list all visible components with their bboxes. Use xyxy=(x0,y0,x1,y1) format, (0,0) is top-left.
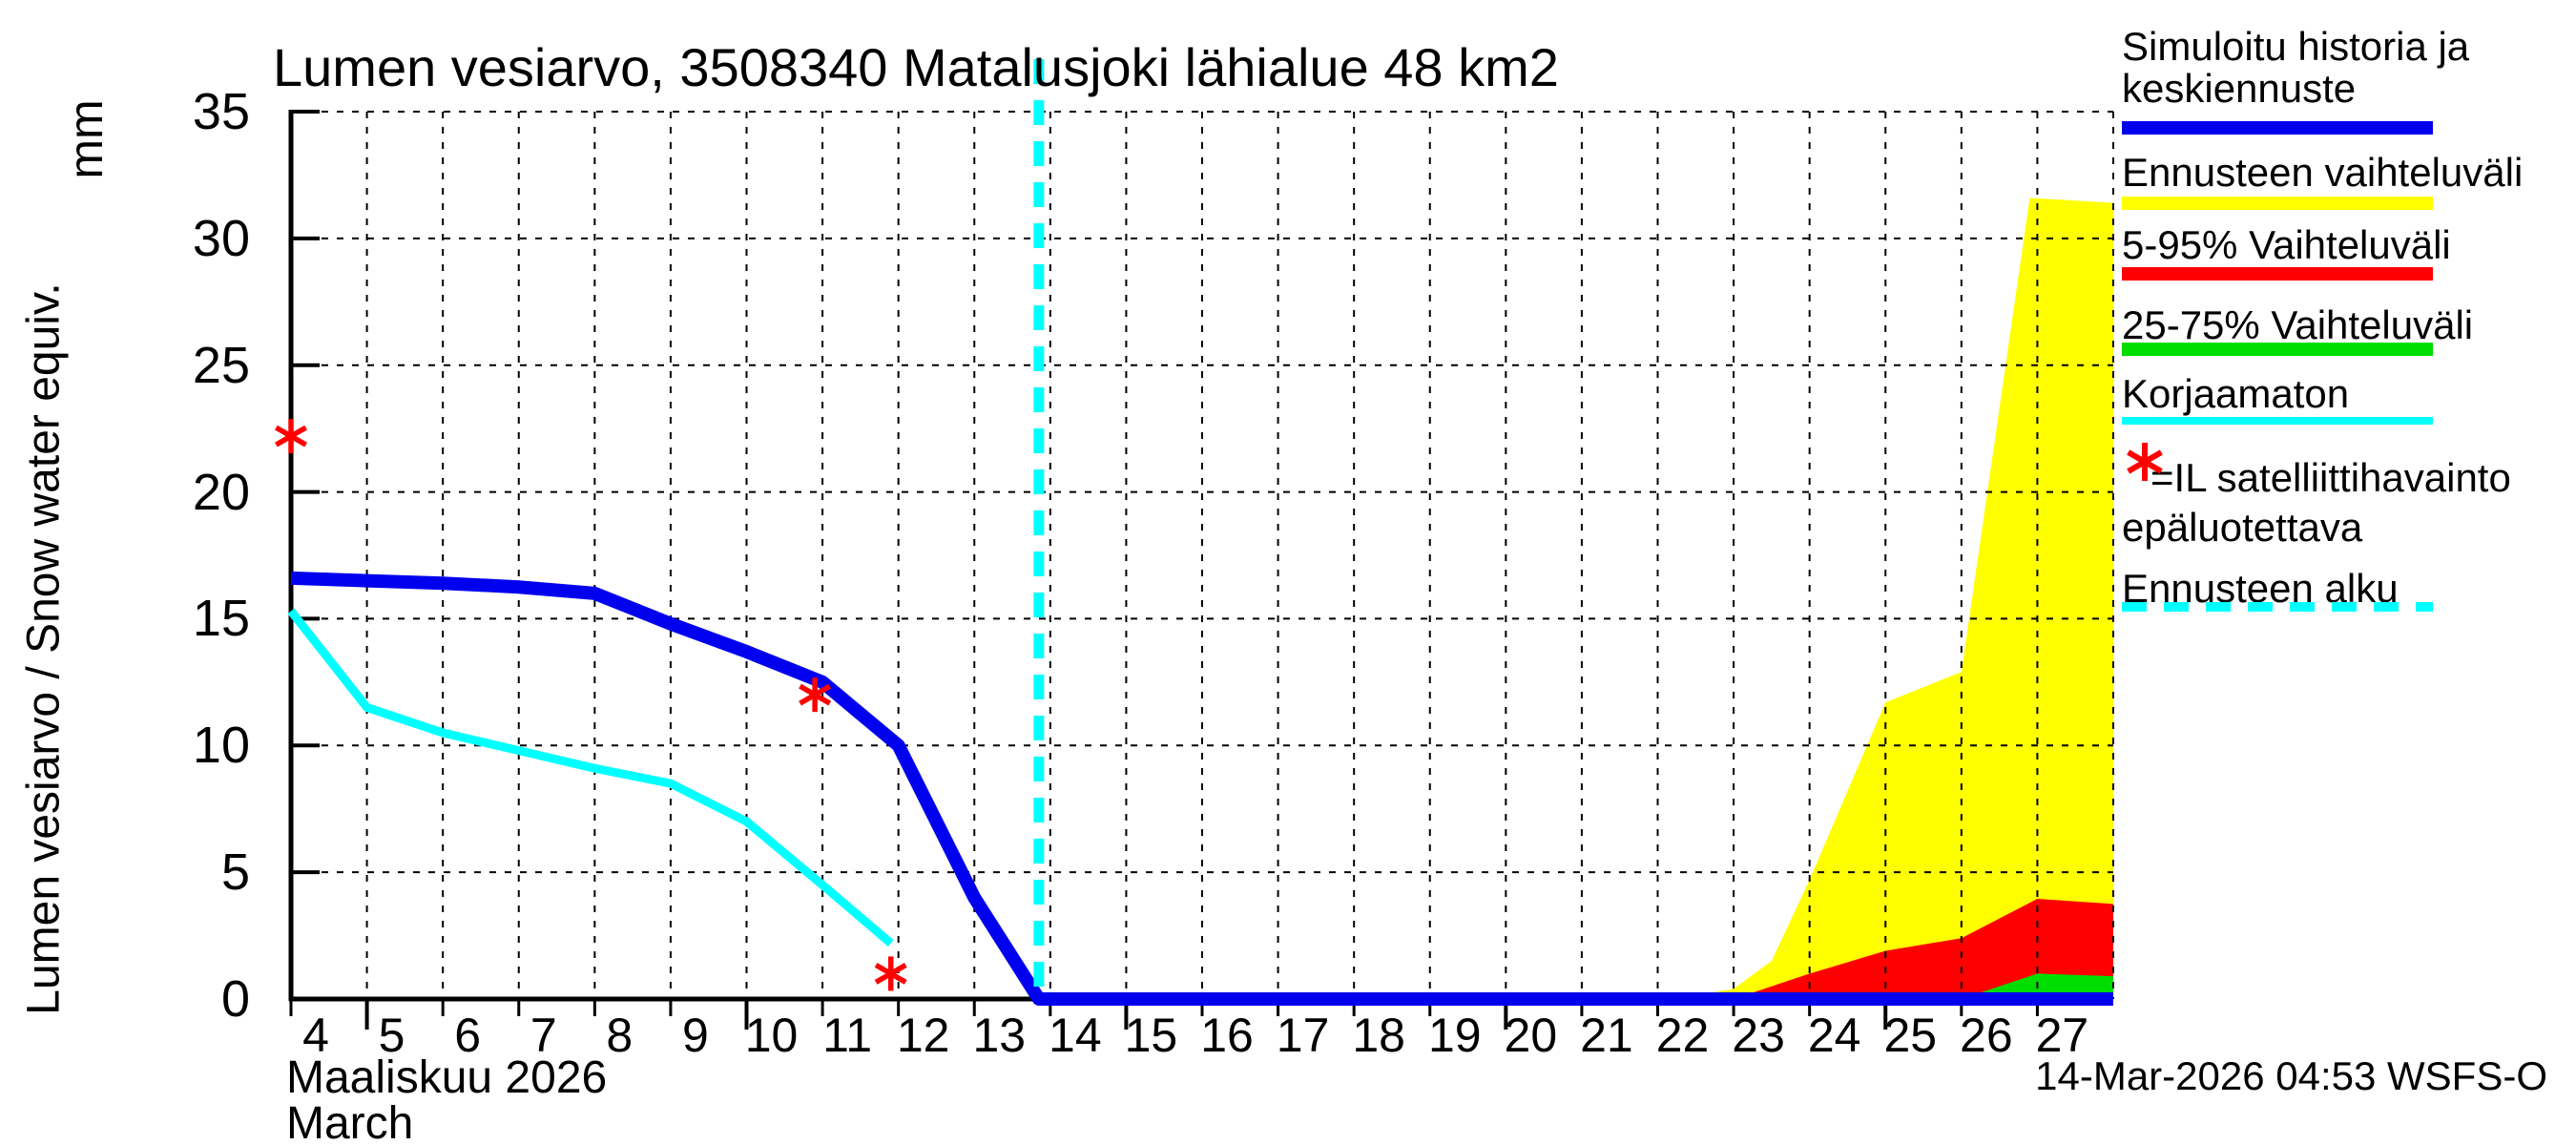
legend-label-simuloitu-historia-ja: Simuloitu historia ja xyxy=(2122,24,2470,69)
x-tick-label: 17 xyxy=(1276,1009,1330,1062)
legend-label-il-satelliittihavainto: epäluotettava xyxy=(2122,505,2363,550)
legend-sample-5-95-vaihteluv-li xyxy=(2122,267,2433,281)
band-5-95-vaihteluv-li xyxy=(1734,899,2113,999)
satellite-observation-asterisk xyxy=(874,956,907,991)
x-tick-label: 18 xyxy=(1352,1009,1405,1062)
x-tick-label: 13 xyxy=(972,1009,1027,1062)
legend-label-il-satelliittihavainto: =IL satelliittihavainto xyxy=(2150,455,2511,500)
x-tick-label: 20 xyxy=(1504,1009,1558,1062)
legend-label-25-75-vaihteluv-li: 25-75% Vaihteluväli xyxy=(2122,302,2474,347)
x-tick-label: 26 xyxy=(1960,1009,2013,1062)
legend-sample-simuloitu-historia-ja xyxy=(2122,121,2433,135)
y-axis-label: Lumen vesiarvo / Snow water equiv. xyxy=(18,282,70,1015)
satellite-observation-asterisk xyxy=(275,419,307,454)
x-tick-label: 9 xyxy=(682,1009,709,1062)
band-ennusteen-vaihteluv-li xyxy=(1672,198,2113,1000)
x-tick-label: 6 xyxy=(454,1009,482,1062)
satellite-observation-asterisk xyxy=(799,677,832,713)
y-tick-label: 20 xyxy=(192,463,250,521)
legend-sample-ennusteen-alku xyxy=(2122,602,2433,612)
line-simuloitu-historia-ja-keskiennuste xyxy=(290,571,2113,1006)
x-axis-month-finnish: Maaliskuu 2026 xyxy=(286,1052,608,1103)
x-tick-label: 15 xyxy=(1124,1009,1178,1062)
y-tick-label: 10 xyxy=(192,717,250,775)
timestamp: 14-Mar-2026 04:53 WSFS-O xyxy=(2035,1053,2547,1098)
legend-label-korjaamaton: Korjaamaton xyxy=(2122,371,2350,416)
x-tick-label: 11 xyxy=(822,1009,873,1062)
legend-sample-25-75-vaihteluv-li xyxy=(2122,343,2433,356)
x-tick-label: 12 xyxy=(896,1009,950,1062)
y-tick-label: 30 xyxy=(192,209,250,267)
x-tick-label: 5 xyxy=(378,1009,405,1062)
legend-sample-korjaamaton xyxy=(2122,417,2433,425)
x-tick-label: 21 xyxy=(1580,1009,1633,1062)
line-korjaamaton xyxy=(287,608,894,947)
x-tick-label: 24 xyxy=(1807,1009,1861,1062)
legend-label-5-95-vaihteluv-li: 5-95% Vaihteluväli xyxy=(2122,222,2451,267)
y-tick-label: 25 xyxy=(192,336,250,394)
legend-asterisk-icon xyxy=(2127,443,2163,481)
x-tick-label: 7 xyxy=(530,1009,557,1062)
y-tick-label: 0 xyxy=(220,970,250,1028)
y-tick-label: 5 xyxy=(220,843,250,902)
legend: Simuloitu historia ja keskiennuste Ennuste… xyxy=(2118,0,2574,668)
x-tick-label: 8 xyxy=(606,1009,634,1062)
x-axis-month-english: March xyxy=(286,1098,414,1145)
x-tick-label: 10 xyxy=(744,1009,799,1062)
y-tick-label: 15 xyxy=(192,590,250,648)
x-tick-label: 14 xyxy=(1049,1009,1102,1062)
x-tick-label: 4 xyxy=(302,1009,329,1062)
x-tick-label: 27 xyxy=(2035,1009,2089,1062)
x-tick-label: 23 xyxy=(1732,1009,1785,1062)
chart-title: Lumen vesiarvo, 3508340 Matalusjoki lähi… xyxy=(273,37,1559,97)
x-tick-label: 16 xyxy=(1200,1009,1254,1062)
legend-label-simuloitu-historia-ja: keskiennuste xyxy=(2122,66,2357,111)
legend-sample-ennusteen-vaihteluv-li xyxy=(2122,197,2433,210)
legend-label-ennusteen-vaihteluv-li: Ennusteen vaihteluväli xyxy=(2122,150,2524,195)
y-tick-label: 35 xyxy=(192,83,250,140)
x-tick-label: 19 xyxy=(1427,1009,1482,1062)
x-tick-label: 25 xyxy=(1883,1009,1938,1062)
x-tick-label: 22 xyxy=(1655,1009,1710,1062)
